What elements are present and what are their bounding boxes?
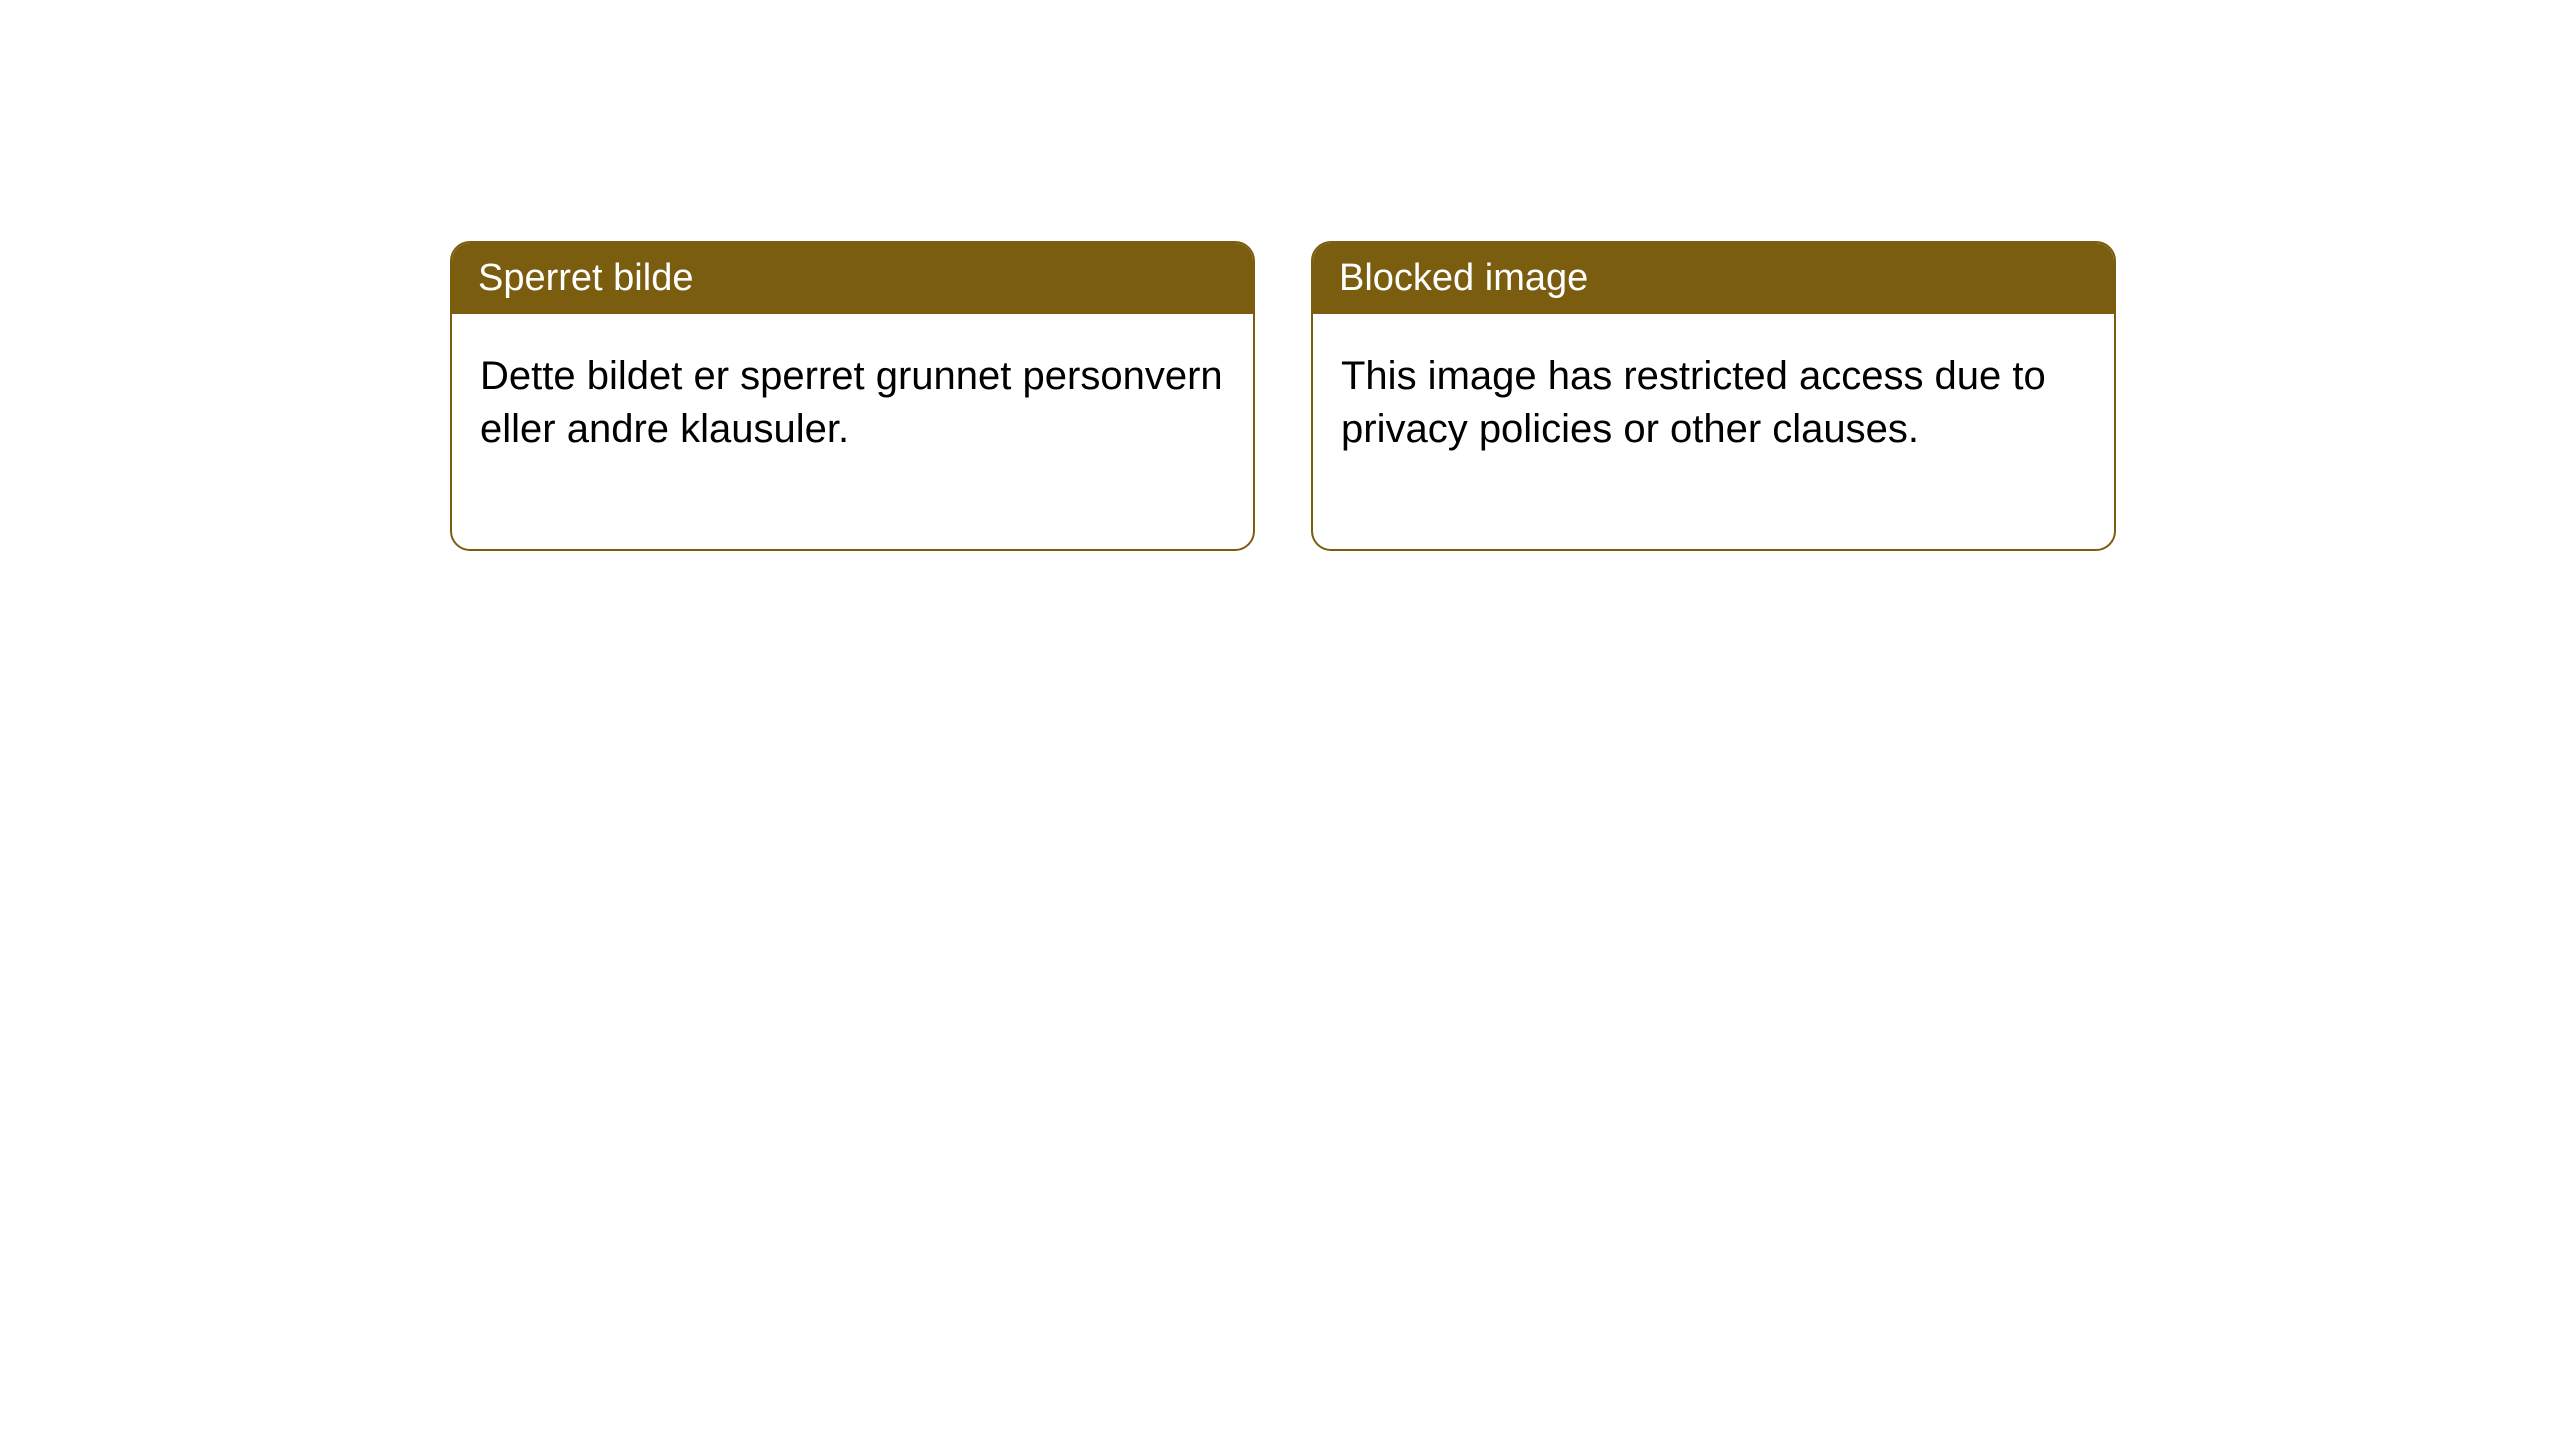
card-header-no: Sperret bilde xyxy=(452,243,1253,314)
blocked-image-card-en: Blocked image This image has restricted … xyxy=(1311,241,2116,551)
card-message-en: This image has restricted access due to … xyxy=(1341,354,2046,451)
notice-cards-container: Sperret bilde Dette bildet er sperret gr… xyxy=(450,241,2116,551)
card-message-no: Dette bildet er sperret grunnet personve… xyxy=(480,354,1223,451)
blocked-image-card-no: Sperret bilde Dette bildet er sperret gr… xyxy=(450,241,1255,551)
card-title-no: Sperret bilde xyxy=(478,257,693,299)
card-title-en: Blocked image xyxy=(1339,257,1588,299)
card-body-no: Dette bildet er sperret grunnet personve… xyxy=(452,314,1253,549)
card-body-en: This image has restricted access due to … xyxy=(1313,314,2114,549)
card-header-en: Blocked image xyxy=(1313,243,2114,314)
